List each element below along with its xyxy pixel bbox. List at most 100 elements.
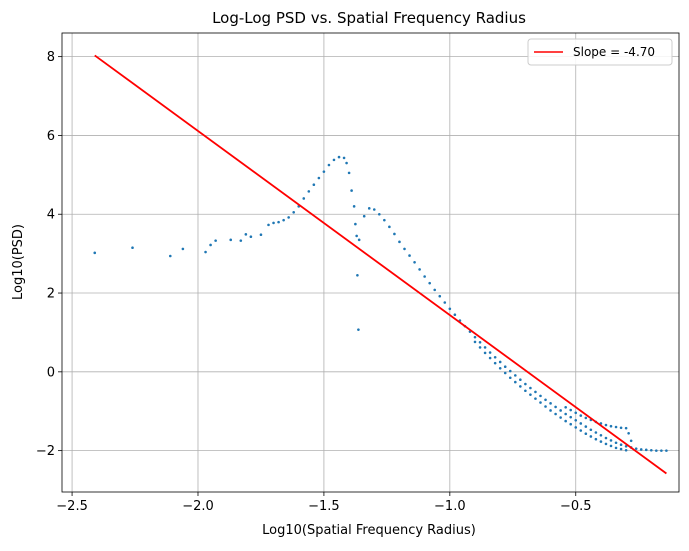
scatter-point — [503, 365, 507, 369]
scatter-point — [93, 251, 97, 255]
scatter-point — [355, 234, 358, 238]
x-axis-label: Log10(Spatial Frequency Radius) — [262, 523, 476, 538]
scatter-point — [524, 382, 527, 386]
y-tick-label: 6 — [47, 129, 55, 144]
scatter-point — [398, 240, 401, 244]
scatter-point — [357, 328, 360, 331]
scatter-point — [503, 371, 507, 375]
scatter-point — [342, 156, 346, 160]
scatter-point — [569, 415, 573, 419]
scatter-point — [579, 429, 583, 432]
scatter-point — [569, 422, 573, 426]
scatter-point — [488, 356, 492, 360]
scatter-point — [619, 426, 623, 430]
scatter-point — [493, 361, 497, 365]
scatter-point — [244, 233, 248, 236]
x-axis: −2.5 −2.0 −1.5 −1.0 −0.5 — [56, 492, 592, 514]
scatter-point — [584, 425, 588, 428]
y-axis: −2 0 2 4 6 8 — [36, 50, 62, 459]
scatter-point — [609, 424, 613, 428]
scatter-point — [214, 239, 217, 242]
fit-line — [94, 54, 667, 475]
scatter-point — [564, 405, 567, 409]
scatter-point — [544, 398, 547, 402]
scatter-point — [272, 221, 275, 225]
scatter-point — [559, 416, 562, 419]
scatter-point — [599, 440, 603, 443]
scatter-point — [354, 222, 357, 226]
scatter-point — [539, 394, 542, 398]
scatter-point — [624, 426, 628, 430]
legend-label-fit-line: Slope = -4.70 — [573, 45, 655, 59]
scatter-point — [584, 416, 588, 420]
scatter-point — [493, 355, 497, 359]
scatter-point — [624, 448, 628, 452]
scatter-point — [357, 238, 361, 242]
scatter-point — [514, 380, 517, 384]
scatter-point — [282, 218, 285, 222]
scatter-point — [624, 445, 628, 448]
scatter-point — [438, 294, 442, 298]
scatter-point — [168, 254, 172, 258]
scatter-point — [519, 385, 522, 388]
scatter-point — [584, 432, 588, 435]
legend: Slope = -4.70 — [527, 38, 673, 66]
scatter-point — [634, 447, 638, 450]
x-tick-label: −0.5 — [560, 499, 592, 514]
y-tick-label: 4 — [47, 208, 55, 223]
scatter-point — [619, 447, 623, 451]
scatter-point — [433, 288, 437, 292]
scatter-point — [448, 307, 452, 311]
scatter-point — [639, 448, 643, 451]
scatter-point — [529, 393, 532, 396]
chart-title: Log-Log PSD vs. Spatial Frequency Radius — [212, 9, 526, 27]
scatter-point — [519, 378, 522, 382]
scatter-point — [549, 402, 552, 405]
scatter-point — [307, 190, 311, 193]
scatter-point — [604, 442, 608, 446]
scatter-point — [367, 207, 371, 210]
scatter-point — [312, 183, 316, 186]
scatter-point — [443, 301, 447, 304]
y-axis-label: Log10(PSD) — [11, 224, 26, 300]
fit-line-series — [94, 54, 667, 475]
scatter-point — [473, 340, 477, 344]
scatter-point — [473, 335, 477, 339]
scatter-point — [478, 340, 482, 344]
scatter-point — [229, 238, 233, 242]
scatter-point — [418, 268, 421, 271]
scatter-point — [337, 155, 341, 159]
scatter-point — [529, 386, 532, 390]
scatter-point — [322, 170, 326, 173]
scatter-point — [362, 214, 366, 218]
scatter-point — [292, 210, 295, 214]
y-tick-label: 2 — [47, 287, 55, 302]
scatter-point — [650, 448, 653, 452]
scatter-point — [383, 218, 386, 222]
scatter-point — [332, 158, 336, 162]
scatter-point — [564, 419, 567, 423]
scatter-point — [347, 171, 351, 175]
scatter-point — [574, 411, 578, 415]
y-tick-label: 0 — [47, 365, 55, 380]
scatter-point — [267, 223, 270, 227]
scatter-point — [393, 232, 396, 236]
scatter-point — [614, 441, 618, 445]
scatter-point — [352, 205, 356, 208]
scatter-point — [544, 405, 547, 408]
scatter-point — [345, 161, 348, 165]
scatter-point — [554, 405, 557, 409]
scatter-point — [534, 397, 537, 400]
scatter-point — [483, 351, 487, 355]
scatter-point — [249, 235, 253, 238]
scatter-point — [317, 176, 321, 180]
scatter-point — [483, 346, 487, 349]
y-tick-label: 8 — [47, 50, 55, 65]
legend-box — [527, 38, 673, 66]
scatter-point — [594, 437, 598, 441]
scatter-point — [508, 376, 512, 380]
scatter-point — [428, 281, 431, 285]
scatter-point — [508, 369, 512, 373]
scatter-point — [559, 409, 562, 412]
